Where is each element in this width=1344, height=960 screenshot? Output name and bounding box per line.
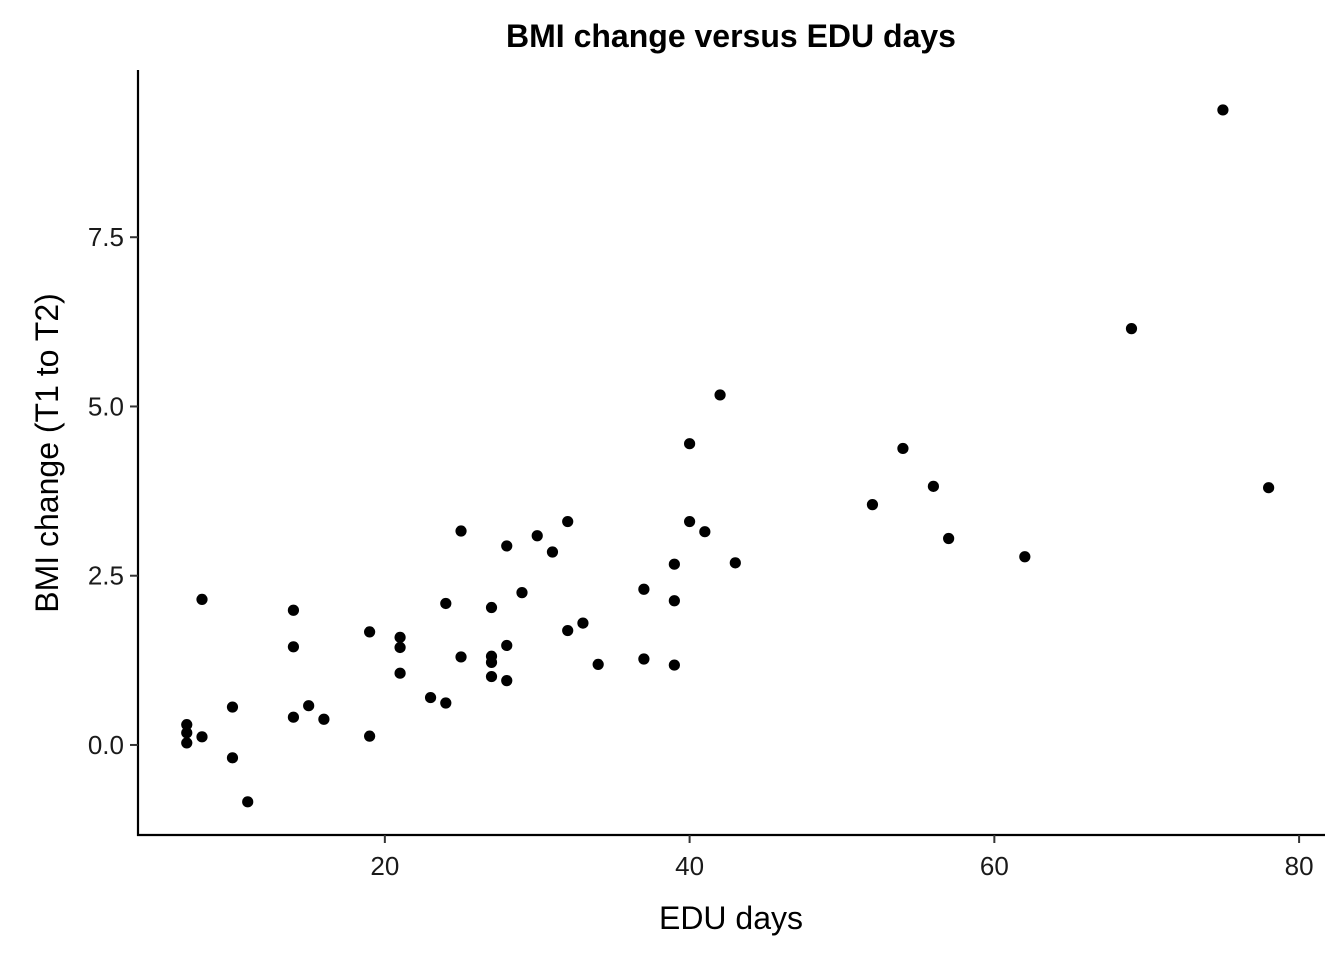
plot-area: 0.0 2.5 5.0 7.5 20 40 60 80: [88, 70, 1325, 881]
data-point: [501, 540, 513, 552]
data-point: [943, 532, 955, 545]
data-point: [516, 587, 528, 599]
data-point: [638, 653, 650, 665]
data-point: [364, 626, 376, 638]
data-point: [226, 701, 239, 713]
data-points: [181, 104, 1275, 808]
data-point: [440, 697, 452, 709]
data-point: [226, 752, 239, 764]
data-point: [196, 731, 208, 743]
x-axis-ticks: 20 40 60 80: [370, 835, 1314, 881]
data-point: [714, 389, 726, 401]
x-tick-label: 60: [980, 851, 1009, 881]
y-axis-label: BMI change (T1 to T2): [29, 293, 65, 613]
data-point: [1019, 551, 1031, 563]
data-point: [1263, 482, 1275, 494]
data-point: [394, 667, 406, 679]
data-point: [196, 593, 208, 606]
data-point: [303, 700, 315, 712]
data-point: [455, 525, 467, 537]
data-point: [440, 597, 452, 610]
data-point: [501, 639, 513, 652]
y-tick-label: 5.0: [88, 391, 124, 421]
data-point: [1217, 104, 1229, 116]
data-point: [729, 557, 741, 569]
data-point: [668, 558, 680, 570]
data-point: [927, 480, 939, 492]
data-point: [683, 438, 696, 450]
data-point: [501, 675, 513, 687]
data-point: [485, 670, 498, 683]
data-point: [866, 499, 879, 511]
y-tick-label: 2.5: [88, 561, 124, 591]
data-point: [242, 796, 254, 808]
data-point: [638, 583, 650, 595]
data-point: [592, 658, 604, 670]
data-point: [394, 631, 406, 643]
chart-title: BMI change versus EDU days: [506, 18, 956, 54]
data-point: [897, 442, 909, 455]
data-point: [364, 730, 376, 742]
data-point: [562, 515, 574, 528]
data-point: [287, 604, 300, 616]
data-point: [485, 650, 498, 662]
data-point: [287, 711, 300, 723]
y-tick-label: 7.5: [88, 222, 124, 252]
data-point: [683, 515, 696, 528]
data-point: [394, 641, 406, 654]
y-axis-ticks: 0.0 2.5 5.0 7.5: [88, 222, 138, 760]
data-point: [485, 601, 498, 614]
x-tick-label: 20: [370, 851, 399, 881]
data-point: [531, 530, 543, 542]
data-point: [181, 727, 193, 739]
data-point: [181, 719, 193, 731]
data-point: [546, 546, 559, 558]
x-tick-label: 40: [675, 851, 704, 881]
data-point: [562, 624, 574, 637]
y-tick-label: 0.0: [88, 730, 124, 760]
data-point: [424, 691, 437, 704]
data-point: [318, 713, 330, 725]
data-point: [287, 641, 300, 653]
data-point: [181, 737, 193, 749]
data-point: [668, 595, 680, 607]
data-point: [668, 659, 680, 671]
data-point: [1125, 323, 1138, 335]
data-point: [699, 526, 711, 538]
x-tick-label: 80: [1285, 851, 1314, 881]
x-axis-label: EDU days: [659, 900, 803, 936]
data-point: [577, 617, 589, 629]
data-point: [455, 651, 467, 663]
